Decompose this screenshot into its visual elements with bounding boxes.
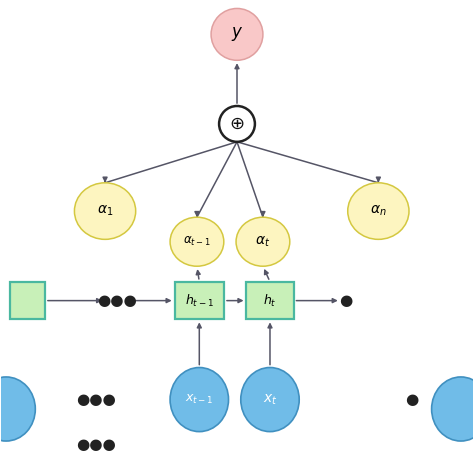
Text: $h_t$: $h_t$ <box>263 292 277 309</box>
Text: $\alpha_n$: $\alpha_n$ <box>370 204 387 219</box>
Text: $x_{t-1}$: $x_{t-1}$ <box>185 393 214 406</box>
Ellipse shape <box>348 183 409 239</box>
Text: $\oplus$: $\oplus$ <box>229 115 245 133</box>
Ellipse shape <box>432 377 474 441</box>
Text: ●: ● <box>339 293 352 308</box>
Text: $y$: $y$ <box>231 26 243 44</box>
Ellipse shape <box>236 217 290 266</box>
Text: $\alpha_1$: $\alpha_1$ <box>97 204 113 219</box>
Ellipse shape <box>170 367 228 432</box>
FancyBboxPatch shape <box>174 282 224 319</box>
Ellipse shape <box>170 217 224 266</box>
Ellipse shape <box>211 9 263 60</box>
FancyBboxPatch shape <box>246 282 293 319</box>
Text: ●●●: ●●● <box>76 437 116 452</box>
Text: $x_t$: $x_t$ <box>263 392 277 407</box>
Text: $h_{t-1}$: $h_{t-1}$ <box>185 292 214 309</box>
Text: $\alpha_t$: $\alpha_t$ <box>255 235 271 249</box>
Ellipse shape <box>219 106 255 142</box>
Ellipse shape <box>241 367 299 432</box>
Text: ●: ● <box>405 392 418 407</box>
Text: $\alpha_{t-1}$: $\alpha_{t-1}$ <box>183 235 211 248</box>
Ellipse shape <box>0 377 36 441</box>
Ellipse shape <box>74 183 136 239</box>
Text: ●●●: ●●● <box>76 392 116 407</box>
Text: ●●●: ●●● <box>97 293 137 308</box>
FancyBboxPatch shape <box>9 282 45 319</box>
